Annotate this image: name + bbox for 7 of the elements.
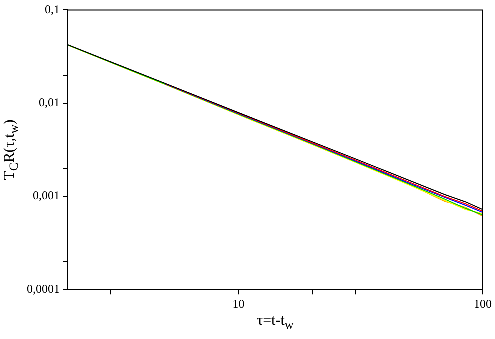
x-axis-title: τ=t-t$_{w}$ <box>257 313 294 333</box>
y-tick-label: 0,01 <box>39 95 60 110</box>
y-tick-label: 0,001 <box>33 188 60 203</box>
x-tick-label: 10 <box>232 296 245 311</box>
y-tick-label: 0,0001 <box>27 282 60 296</box>
x-tick-label: 100 <box>474 296 492 311</box>
y-tick-label: 0,1 <box>45 2 60 16</box>
